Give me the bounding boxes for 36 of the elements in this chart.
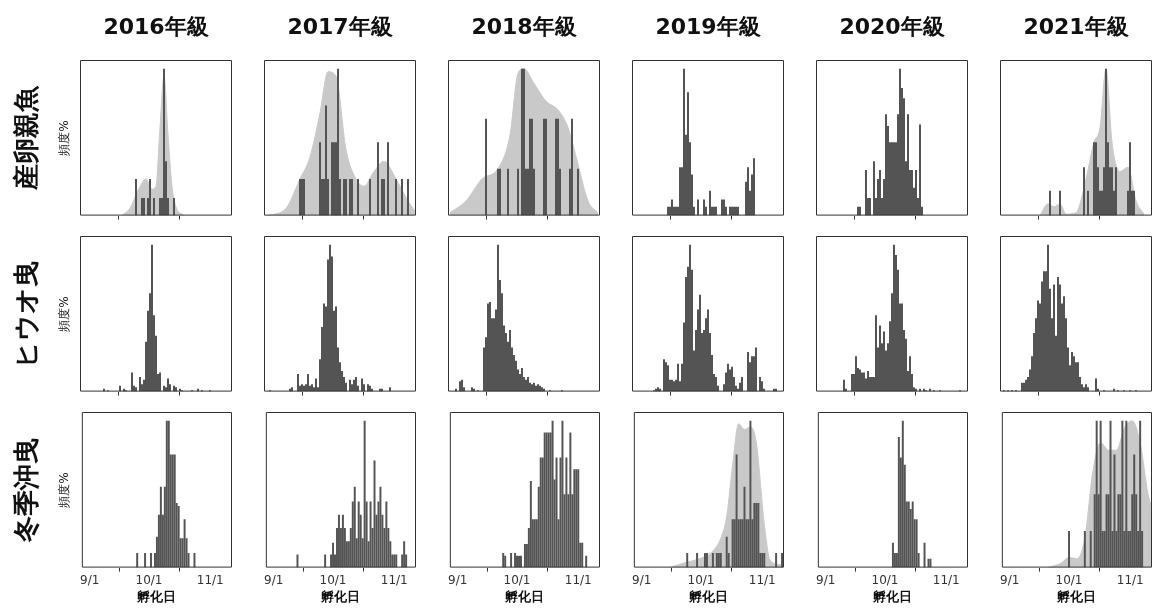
x-tick-label: 11/1 xyxy=(196,572,224,587)
x-axis-title: 孵化日 xyxy=(136,588,176,606)
x-tick-label: 10/1 xyxy=(687,572,715,587)
x-tick-label: 10/1 xyxy=(503,572,531,587)
x-tick-label: 9/1 xyxy=(632,572,652,587)
chart-title: 2021年級 xyxy=(1023,13,1129,41)
x-tick-label: 9/1 xyxy=(80,572,100,587)
chart-title: 2016年級 xyxy=(103,13,209,41)
x-tick-label: 9/1 xyxy=(1000,572,1020,587)
x-tick-label: 10/1 xyxy=(1055,572,1083,587)
x-tick-label: 9/1 xyxy=(264,572,284,587)
x-tick-label: 11/1 xyxy=(932,572,960,587)
x-tick-label: 11/1 xyxy=(380,572,408,587)
y-axis-title: 頻度% xyxy=(55,472,72,508)
x-axis-title: 孵化日 xyxy=(1056,588,1096,606)
x-axis-title: 孵化日 xyxy=(320,588,360,606)
x-tick-label: 11/1 xyxy=(748,572,776,587)
x-tick-label: 9/1 xyxy=(448,572,468,587)
text: 冬季沖曳 xyxy=(9,438,42,542)
x-tick-label: 11/1 xyxy=(1116,572,1144,587)
x-axis-title: 孵化日 xyxy=(504,588,544,606)
x-tick-label: 10/1 xyxy=(135,572,163,587)
x-axis-title: 孵化日 xyxy=(688,588,728,606)
chart-title: 2019年級 xyxy=(655,13,761,41)
y-axis-title: 頻度% xyxy=(55,296,72,332)
text: 産卵親魚 xyxy=(9,86,42,190)
chart-title: 2018年級 xyxy=(471,13,577,41)
x-tick-label: 10/1 xyxy=(871,572,899,587)
chart-title: 2017年級 xyxy=(287,13,393,41)
y-axis-title: 頻度% xyxy=(55,120,72,156)
x-tick-label: 10/1 xyxy=(319,572,347,587)
x-tick-label: 9/1 xyxy=(816,572,836,587)
x-tick-label: 11/1 xyxy=(564,572,592,587)
x-axis-title: 孵化日 xyxy=(872,588,912,606)
text: ヒウオ曳 xyxy=(9,260,42,368)
chart-title: 2020年級 xyxy=(839,13,945,41)
